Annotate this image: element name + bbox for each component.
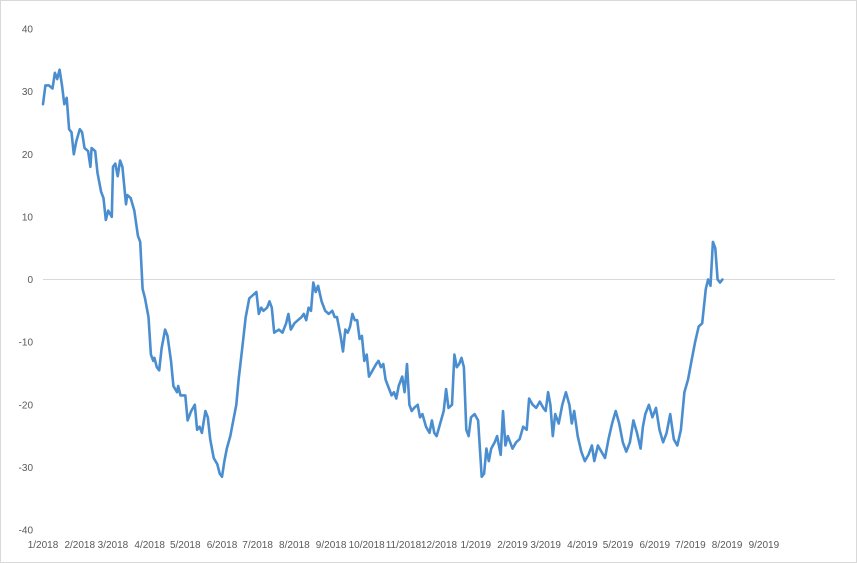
- y-tick-label: 40: [22, 25, 34, 36]
- x-tick-label: 11/2018: [386, 540, 422, 551]
- x-tick-label: 7/2019: [675, 540, 706, 551]
- x-tick-label: 4/2019: [567, 540, 598, 551]
- series-line-0: [41, 68, 724, 479]
- x-tick-label: 9/2018: [316, 540, 347, 551]
- x-tick-label: 7/2018: [242, 540, 273, 551]
- x-tick-label: 1/2019: [460, 540, 491, 551]
- x-axis: 1/2018 2/2018 3/2018 4/2018 5/2018 6/2018 7/20…: [28, 540, 780, 551]
- plot-area: [41, 68, 835, 479]
- x-tick-label: 5/2019: [603, 540, 634, 551]
- x-tick-label: 2/2019: [497, 540, 528, 551]
- x-tick-label: 4/2018: [134, 540, 165, 551]
- y-tick-label: -30: [19, 463, 34, 474]
- y-tick-label: 0: [27, 275, 33, 286]
- y-tick-label: 10: [22, 212, 34, 223]
- x-tick-label: 8/2018: [279, 540, 310, 551]
- y-tick-label: -20: [19, 400, 34, 411]
- x-tick-label: 6/2018: [207, 540, 238, 551]
- y-tick-label: 20: [22, 150, 34, 161]
- x-tick-label: 10/2018: [349, 540, 386, 551]
- y-axis: 40 30 20 10 0 -10 -20 -30 -40: [19, 25, 34, 537]
- x-tick-label: 8/2019: [712, 540, 743, 551]
- x-tick-label: 9/2019: [749, 540, 780, 551]
- x-tick-label: 2/2018: [64, 540, 95, 551]
- y-tick-label: -40: [19, 526, 34, 537]
- x-tick-label: 5/2018: [170, 540, 201, 551]
- x-tick-label: 3/2019: [530, 540, 561, 551]
- x-tick-label: 6/2019: [639, 540, 670, 551]
- x-tick-label: 3/2018: [98, 540, 129, 551]
- x-tick-label: 1/2018: [28, 540, 59, 551]
- y-tick-label: 30: [22, 87, 34, 98]
- y-tick-label: -10: [19, 338, 34, 349]
- x-tick-label: 12/2018: [421, 540, 458, 551]
